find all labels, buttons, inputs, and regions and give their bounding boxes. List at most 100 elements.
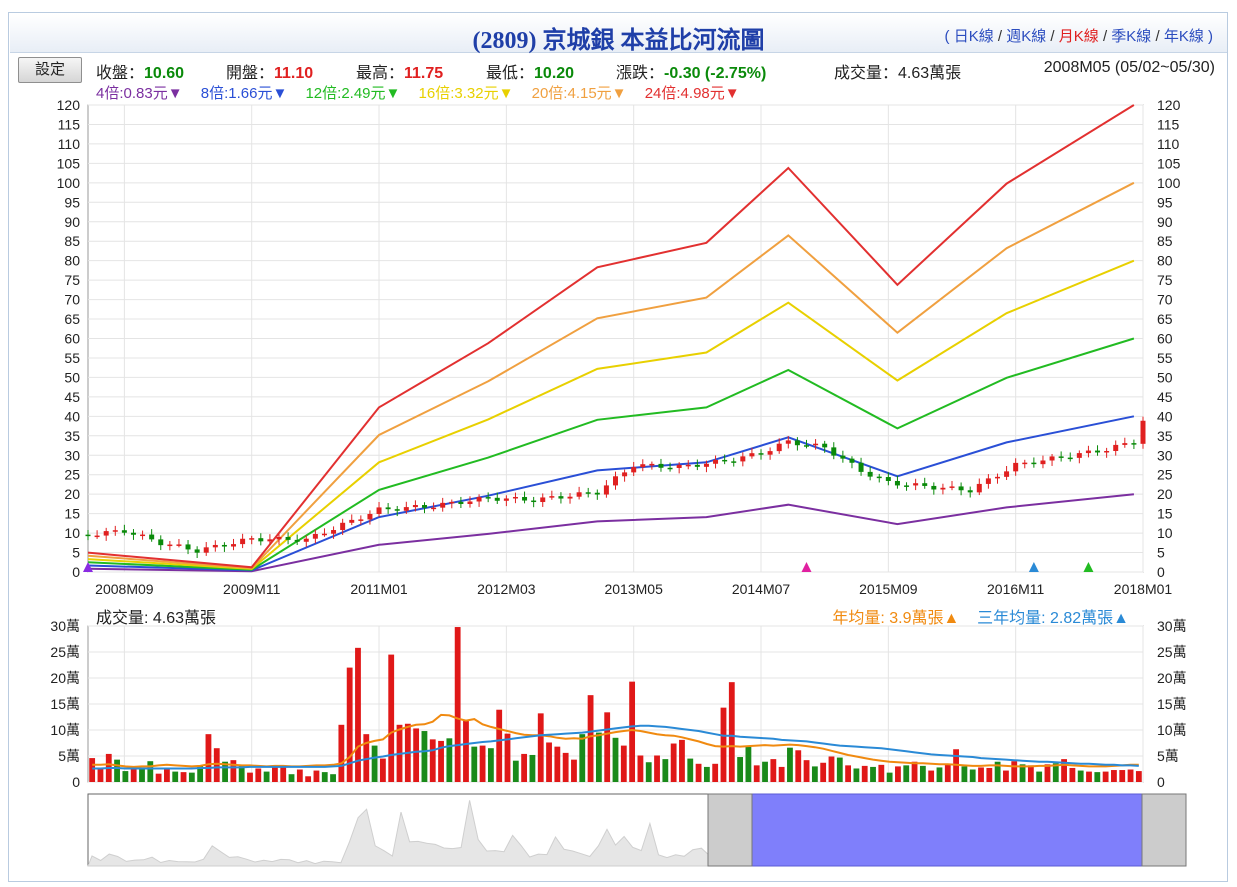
price-candle (103, 531, 109, 536)
price-candle (1004, 471, 1010, 477)
x-tick-label: 2015M09 (859, 581, 918, 597)
volume-bar (728, 682, 735, 782)
volume-bar (878, 764, 885, 782)
price-candle (1131, 443, 1137, 445)
volume-bar (496, 709, 503, 782)
volume-bar (645, 762, 652, 782)
volume-bar (571, 759, 577, 782)
volume-bar (845, 765, 852, 782)
price-candle (849, 458, 855, 463)
volume-bar (355, 647, 361, 782)
volume-bar (978, 767, 984, 782)
price-candle (422, 505, 428, 508)
price-candle (994, 476, 1000, 479)
navigator-handle-right (1141, 793, 1187, 867)
volume-bar (238, 765, 245, 782)
volume-label: 成交量: 4.63萬張 (96, 610, 217, 627)
legend-pe-12: 12倍:2.49元▼ (305, 85, 401, 102)
settings-button[interactable]: 設定 (18, 57, 82, 83)
price-candle (467, 501, 473, 505)
price-candle (567, 496, 573, 499)
price-candle (1113, 444, 1119, 451)
price-candle (767, 451, 773, 455)
volume-tick-label-left: 30萬 (50, 618, 80, 634)
volume-bar (122, 771, 129, 782)
volume-quote: 成交量：4.63萬張 (834, 65, 962, 82)
x-tick-label: 2009M11 (223, 581, 281, 597)
volume-bar (1135, 771, 1142, 782)
price-candle (722, 459, 728, 462)
volume-bar (679, 739, 685, 782)
y-tick-label-right: 105 (1157, 155, 1181, 171)
period-link-year[interactable]: 年K線 (1163, 28, 1204, 45)
period-link-day[interactable]: 日K線 (953, 28, 994, 45)
volume-bar (737, 757, 744, 782)
legend-pe-8: 8倍:1.66元▼ (200, 85, 288, 102)
price-candle (485, 497, 491, 499)
price-candle (130, 532, 136, 535)
price-candle (576, 492, 582, 497)
volume-bar (620, 745, 627, 782)
price-candle (840, 455, 846, 459)
legend-pe-4: 4倍:0.83元▼ (96, 85, 183, 102)
volume-bar (97, 769, 104, 782)
volume-bar (604, 712, 611, 782)
volume-tick-label-right: 10萬 (1157, 722, 1187, 738)
volume-bar (695, 763, 702, 782)
period-link-week[interactable]: 週K線 (1006, 28, 1047, 45)
page-title: (2809) 京城銀 本益比河流圖 (472, 28, 765, 54)
price-candle (294, 539, 300, 542)
price-candle (194, 549, 200, 553)
y-tick-label-right: 15 (1157, 506, 1173, 522)
price-candle (858, 462, 864, 472)
volume-bar (820, 762, 827, 782)
y-tick-label-left: 70 (64, 292, 80, 308)
price-candle (631, 467, 637, 473)
x-tick-label: 2008M09 (95, 581, 154, 597)
volume-bar (1019, 764, 1026, 782)
price-candle (1040, 460, 1046, 465)
volume-bar (562, 752, 569, 782)
price-candle (713, 459, 719, 464)
period-link-month[interactable]: 月K線 (1058, 28, 1099, 45)
y-tick-label-left: 30 (64, 447, 80, 463)
volume-bar (471, 746, 478, 782)
range-navigator[interactable] (87, 793, 1187, 867)
y-tick-label-left: 75 (64, 272, 80, 288)
volume-bar (687, 758, 694, 782)
price-candle (876, 476, 882, 479)
volume-bar (330, 774, 336, 782)
price-candle (221, 544, 227, 547)
price-candle (658, 463, 664, 468)
x-tick-label: 2014M07 (732, 581, 791, 597)
price-candle (94, 535, 100, 538)
price-candle (303, 538, 309, 542)
price-candle (867, 471, 873, 477)
price-candle (140, 534, 146, 537)
y-tick-label-right: 35 (1157, 428, 1173, 444)
title-bar: (2809) 京城銀 本益比河流圖 ( 日K線 / 週K線 / 月K線 / 季K… (10, 14, 1227, 54)
volume-bar (1119, 770, 1126, 782)
volume-bar (338, 724, 345, 782)
y-tick-label-right: 85 (1157, 233, 1173, 249)
volume-bar (479, 745, 486, 782)
y-tick-label-right: 100 (1157, 175, 1181, 191)
y-tick-label-left: 100 (57, 175, 81, 191)
volume-bar (770, 759, 777, 782)
price-candle (694, 464, 700, 467)
volume-bar (313, 770, 320, 782)
volume-bar (346, 667, 353, 782)
y-tick-label-right: 25 (1157, 467, 1173, 483)
volume-bar (371, 745, 378, 782)
y-tick-label-right: 65 (1157, 311, 1173, 327)
volume-bar (1027, 765, 1034, 782)
price-candle (367, 513, 373, 520)
volume-bar (222, 761, 228, 782)
price-candle (240, 538, 246, 545)
y-tick-label-left: 0 (72, 564, 80, 580)
volume-bar (969, 769, 976, 782)
period-link-quarter[interactable]: 季K線 (1111, 28, 1152, 45)
volume-bar (1069, 767, 1076, 782)
volume-bar (1011, 761, 1018, 782)
